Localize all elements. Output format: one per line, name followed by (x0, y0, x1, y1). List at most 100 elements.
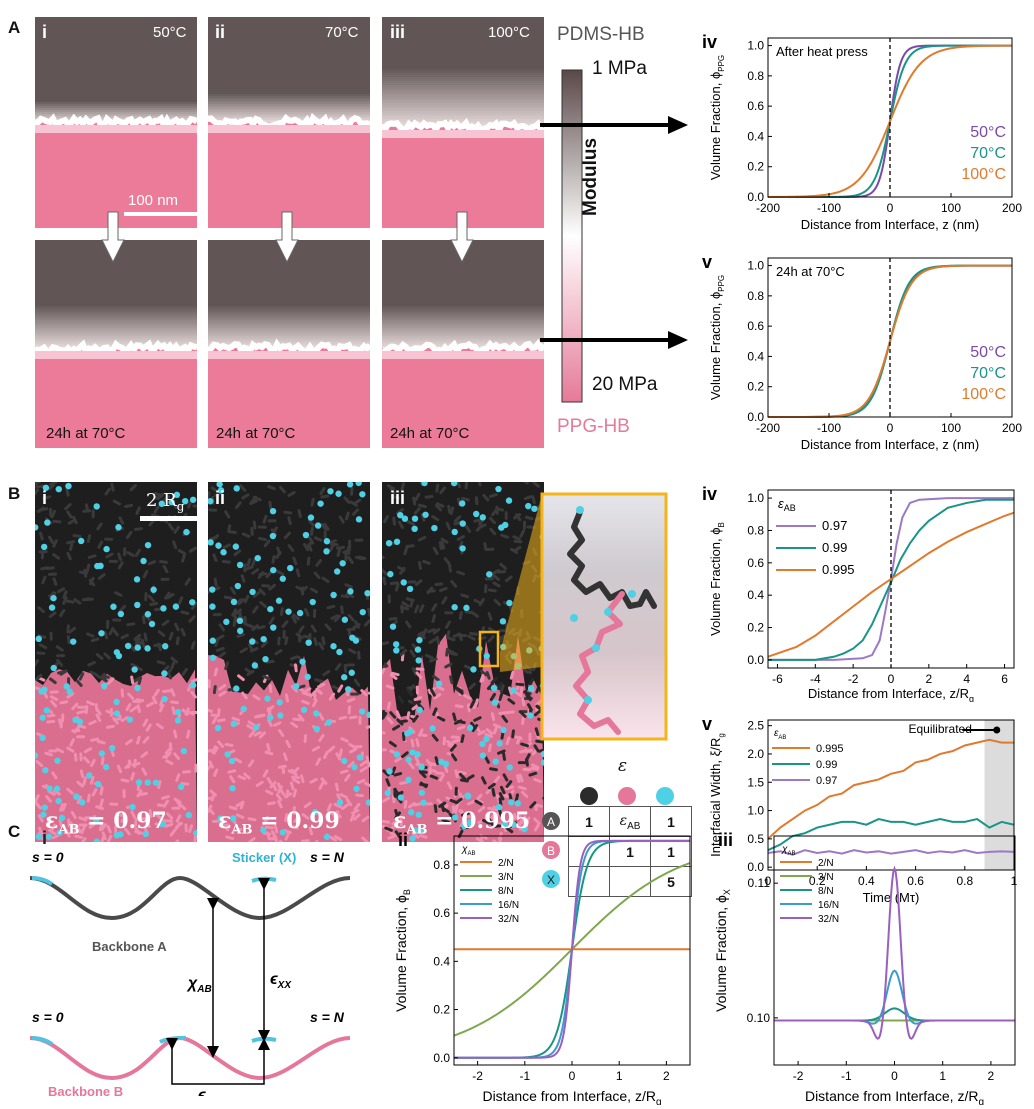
x-axis-label: Distance from Interface, z/Rg (805, 1088, 984, 1105)
x-tick-label: 0.6 (907, 874, 924, 888)
legend-entry: 0.995 (816, 743, 844, 755)
afm-caption-i: 24h at 70°C (46, 425, 126, 442)
sticker-b-1 (31, 1036, 54, 1046)
afm-label-iii: iii (390, 22, 406, 42)
eps-symbol: ε (218, 808, 232, 834)
colorbar-top-label: PDMS-HB (557, 24, 645, 45)
y-tick-label: 2.0 (747, 747, 764, 761)
x-tick-label: 0.8 (956, 874, 973, 888)
afm-tile (382, 240, 544, 448)
x-tick-label: 2 (663, 1069, 670, 1083)
x-tick-label: 4 (963, 672, 970, 686)
x-tick-label: 2 (926, 672, 933, 686)
x-tick-label: -100 (817, 201, 841, 215)
backbone-b-label: Backbone B (48, 1084, 123, 1096)
matrix-header: ε (618, 756, 628, 776)
md-label-iii: iii (390, 488, 406, 508)
md-scalebar (140, 516, 206, 521)
panel-roman: ii (398, 830, 408, 850)
x-tick-label: 1 (616, 1069, 623, 1083)
panel-roman: iv (702, 484, 717, 504)
series-line-097 (767, 849, 1015, 856)
x-axis-label: Distance from Interface, z/Rg (808, 686, 974, 702)
eps-xx-symbol: ϵ (270, 971, 278, 988)
y-axis-label: Volume Fraction, ϕB (708, 522, 726, 636)
legend-entry: 16/N (818, 900, 839, 911)
y-tick-label: 1.5 (747, 775, 764, 789)
legend-title: εAB (778, 496, 796, 513)
afm-label-i: i (42, 22, 48, 42)
zoom-cone (500, 494, 542, 672)
panel-letter-b: B (8, 484, 21, 503)
x-tick-label: -2 (848, 672, 859, 686)
chain-b (573, 591, 625, 735)
md-scalebar-label: 2 Rg (146, 490, 184, 514)
eps-xx-symbol: ϵ (198, 1087, 206, 1096)
eps-xx-label-h: ϵXX (198, 1087, 220, 1096)
y-tick-label: 0.0 (747, 860, 764, 874)
matrix-cell: 1 (650, 806, 692, 837)
eps-xx-sub: XX (277, 980, 293, 991)
legend-entry: 8/N (498, 886, 514, 897)
colorbar (540, 69, 688, 403)
equilibrated-annotation: Equilibrated (909, 722, 972, 736)
x-tick-label: -4 (810, 672, 821, 686)
series-line-16N (774, 969, 1015, 1025)
y-tick-label: 0.8 (747, 69, 764, 83)
sticker-b-3 (251, 1036, 277, 1043)
y-tick-label: 1.0 (747, 491, 764, 505)
y-tick-label: 1.0 (747, 39, 764, 53)
legend-entry: 32/N (818, 914, 839, 925)
y-tick-label: 0.4 (747, 588, 764, 602)
matrix-row-label-a: A (547, 815, 555, 829)
series-line-0995 (767, 511, 1015, 658)
md-tile (208, 482, 370, 842)
chart-annotation: 24h at 70°C (776, 264, 845, 279)
matrix-column-beads (580, 787, 674, 805)
legend-entry: 100°C (961, 166, 1006, 183)
x-tick-label: 0 (765, 874, 772, 888)
y-axis-label: Volume Fraction, ϕPPG (708, 275, 726, 400)
eps-sub: AB (231, 822, 253, 838)
legend-entry: 0.99 (822, 540, 847, 555)
legend-title: χAB (461, 844, 475, 857)
zoom-frame (540, 492, 668, 741)
x-tick-label: 1 (939, 1069, 946, 1083)
y-tick-label: 2.5 (747, 719, 764, 733)
sticker-label: Sticker (X) (232, 850, 296, 865)
matrix-row-beads: A B X (542, 812, 560, 888)
series-line-32N (774, 865, 1015, 1040)
md-eps-label-ii: εAB = 0.99 (218, 808, 340, 838)
y-tick-label: 0.2 (433, 1003, 450, 1017)
afm-tile (208, 17, 370, 228)
s0-label-b: s = 0 (32, 1009, 64, 1025)
md-eps-label-i: εAB = 0.97 (45, 808, 167, 838)
x-tick-label: -1 (841, 1069, 852, 1083)
series-line-100C (767, 44, 1013, 198)
y-tick-label: 0.0 (433, 1051, 450, 1065)
afm-down-arrows (101, 211, 474, 264)
legend-entry: 16/N (498, 900, 519, 911)
x-tick-label: 0 (887, 421, 894, 435)
y-axis-label: Volume Fraction, ϕB (393, 889, 412, 1012)
x-tick-label: 0 (891, 1069, 898, 1083)
y-tick-label: 0.6 (747, 99, 764, 113)
x-tick-label: -6 (772, 672, 783, 686)
sN-label-b: s = N (310, 1009, 345, 1025)
x-tick-label: -200 (756, 421, 780, 435)
legend-entry: 0.995 (822, 562, 855, 577)
md-scalebar-text: 2 R (146, 490, 177, 511)
panel-letter-a: A (8, 18, 21, 37)
y-tick-label: 0.8 (433, 858, 450, 872)
y-axis-label: Volume Fraction, ϕPPG (708, 55, 726, 180)
afm-temp-70: 70°C (325, 24, 359, 41)
panel-roman: v (702, 714, 712, 734)
chart-b-iv: -6 -4 -2 0 2 4 6 0.0 0.2 0.4 0.6 0.8 1.0 Distance fro… (702, 484, 1015, 702)
series-line-8N (774, 1007, 1015, 1022)
y-tick-label: 0.2 (747, 380, 764, 394)
legend-entry: 70°C (970, 145, 1006, 162)
backbone-a-label: Backbone A (92, 939, 167, 954)
colorbar-gradient (561, 69, 583, 403)
panel-roman: iii (718, 830, 733, 850)
afm-scalebar-label: 100 nm (128, 192, 179, 209)
